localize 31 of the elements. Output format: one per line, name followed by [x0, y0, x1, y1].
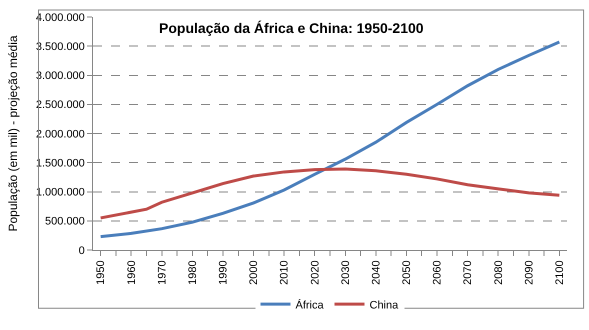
- y-tick-label: 4.000.000: [36, 12, 85, 24]
- y-tick-label: 3.000.000: [36, 70, 85, 82]
- x-tick-label: 2100: [554, 260, 566, 285]
- legend-label: África: [296, 298, 324, 312]
- legend-label: China: [370, 299, 400, 312]
- y-tick-label: 3.500.000: [36, 40, 85, 53]
- chart-title: População da África e China: 1950-2100: [159, 20, 424, 36]
- x-tick-label: 2020: [309, 260, 322, 285]
- line-series: [99, 168, 561, 220]
- x-tick-label: 2070: [462, 260, 474, 285]
- x-tick-label: 2080: [492, 260, 505, 285]
- line-series: [99, 40, 561, 238]
- y-tick-label: 2.000.000: [36, 128, 85, 140]
- x-tick-label: 2000: [248, 260, 260, 285]
- y-tick-label: 500.000: [45, 216, 85, 228]
- x-tick-label: 1970: [156, 260, 168, 285]
- x-tick-label: 2010: [278, 260, 291, 285]
- x-tick-label: 2040: [370, 260, 382, 285]
- x-tick-label: 1990: [218, 260, 230, 285]
- y-tick-label: 1.000.000: [36, 186, 85, 199]
- x-tick-label: 2030: [340, 260, 352, 285]
- y-tick-label: 2.500.000: [36, 99, 85, 112]
- x-tick-label: 2090: [523, 260, 536, 285]
- y-axis-title: População (em mil) - projeção média: [6, 35, 20, 232]
- x-tick-label: 2050: [401, 260, 414, 285]
- x-tick-label: 1960: [126, 260, 138, 285]
- x-tick-label: 1980: [186, 260, 199, 285]
- y-tick-label: 1.500.000: [36, 157, 85, 170]
- x-tick-label: 2060: [432, 260, 444, 285]
- x-tick-label: 1950: [95, 260, 108, 285]
- y-tick-label: 0: [78, 244, 85, 257]
